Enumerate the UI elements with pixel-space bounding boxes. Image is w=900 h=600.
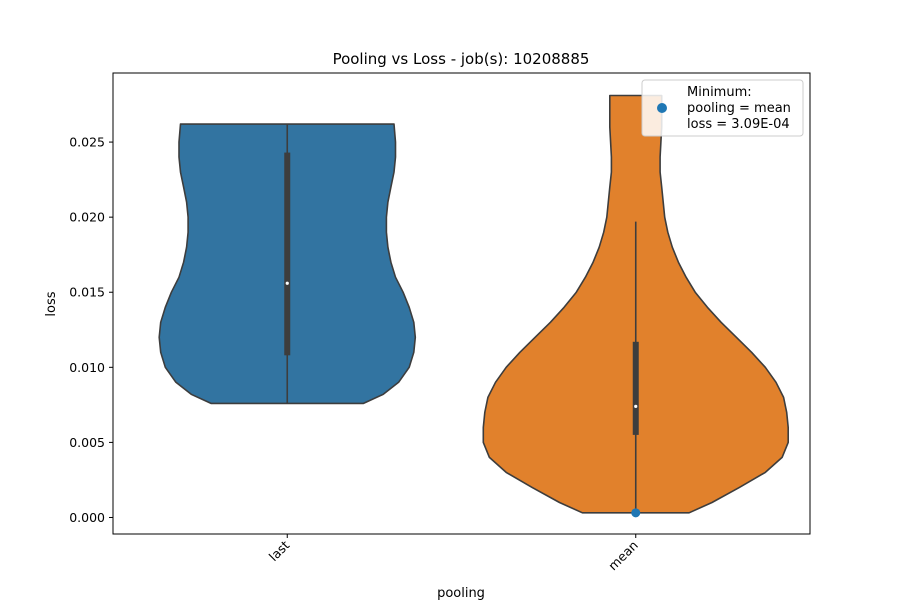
legend-line-1: Minimum: <box>687 85 752 100</box>
legend-box <box>641 79 804 137</box>
legend: Minimum: pooling = mean loss = 3.09E-04 <box>641 79 804 137</box>
y-tick-label: 0.025 <box>69 135 105 150</box>
x-axis: last mean <box>266 534 641 573</box>
y-axis: 0.000 0.005 0.010 0.015 0.020 0.025 <box>69 135 113 525</box>
x-tick-label: mean <box>605 538 641 574</box>
violin-median-last <box>285 281 289 285</box>
violin-median-mean <box>634 404 638 408</box>
legend-line-3: loss = 3.09E-04 <box>687 117 790 132</box>
y-tick-label: 0.000 <box>69 510 105 525</box>
violin-iqr-box-last <box>284 152 291 356</box>
y-tick-label: 0.015 <box>69 285 105 300</box>
x-tick-label: last <box>266 537 293 564</box>
legend-marker <box>657 103 667 113</box>
violin-iqr-box-mean <box>632 341 639 435</box>
chart-title: Pooling vs Loss - job(s): 10208885 <box>333 50 590 68</box>
minimum-point <box>631 508 641 518</box>
y-tick-label: 0.010 <box>69 360 105 375</box>
y-tick-label: 0.005 <box>69 435 105 450</box>
y-tick-label: 0.020 <box>69 210 105 225</box>
x-axis-label: pooling <box>437 586 485 600</box>
legend-line-2: pooling = mean <box>687 101 791 116</box>
plot-frame <box>112 72 811 535</box>
plot-area <box>158 94 789 518</box>
y-axis-label: loss <box>44 291 59 316</box>
